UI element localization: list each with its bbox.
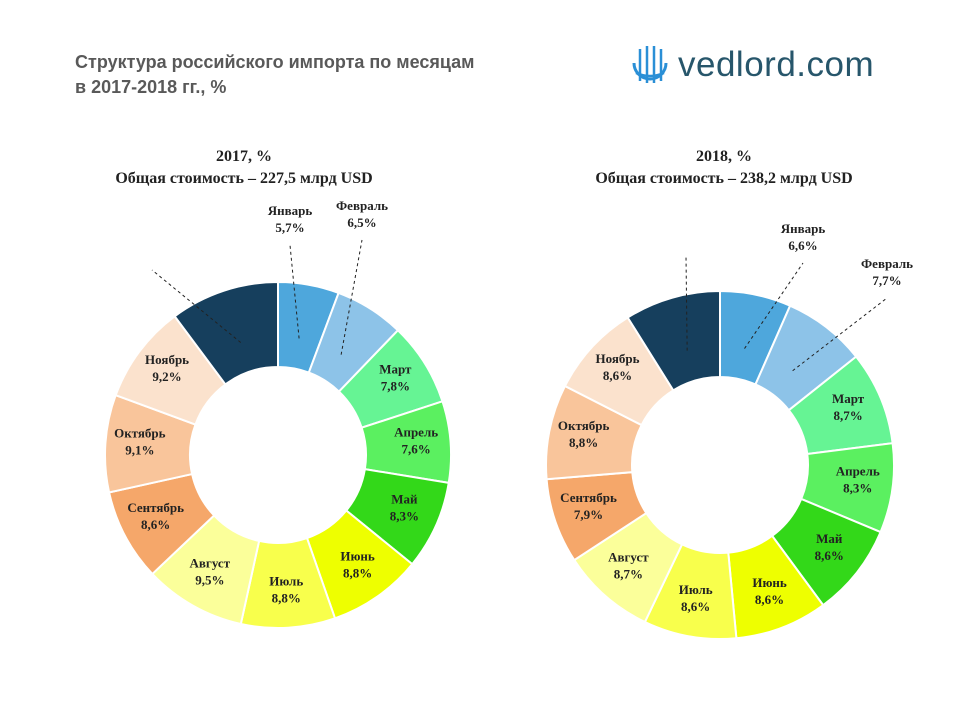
slice-value-label: 8,6%: [603, 368, 632, 383]
slice-value-label: 8,6%: [681, 599, 710, 614]
slice-category-label: Январь: [781, 221, 826, 236]
slice-value-label: 8,3%: [390, 509, 419, 524]
slice-value-label: 7,9%: [574, 507, 603, 522]
slice-category-label: Март: [832, 391, 865, 406]
donut-chart-2017: Январь 5,7% Февраль 6,5% Март 7,8% Апрель 7,6% М…: [104, 198, 452, 629]
chart-2017-subtitle: Общая стоимость – 227,5 млрд USD: [115, 170, 373, 187]
chart-2018-title: 2018, %: [696, 148, 752, 165]
slice-category-label: Сентябрь: [127, 500, 184, 515]
slice-category-label: Август: [190, 556, 231, 571]
page-title-line2: в 2017-2018 гг., %: [75, 77, 227, 97]
slice-value-label: 5,7%: [275, 220, 304, 235]
slice-category-label: Сентябрь: [560, 490, 617, 505]
slice-value-label: 9,1%: [125, 443, 154, 458]
slice-value-label: 8,6%: [755, 592, 784, 607]
slice-value-label: 6,5%: [347, 215, 376, 230]
slice-Декабрь: [626, 289, 721, 392]
slice-value-label: 7,8%: [381, 378, 410, 393]
slice-category-label: Июль: [269, 573, 303, 588]
logo: vedlord.com: [628, 40, 874, 90]
slice-value-label: 8,6%: [815, 548, 844, 563]
slice-value-label: 9,2%: [152, 369, 181, 384]
leader-line-Декабрь: [151, 269, 242, 343]
slice-category-label: Июнь: [340, 548, 375, 563]
slice-value-label: 8,3%: [843, 481, 872, 496]
slice-category-label: Декабрь: [127, 228, 176, 243]
slice-value-label: 8,8%: [343, 565, 372, 580]
slice-category-label: Май: [391, 492, 418, 507]
slice-Декабрь: [173, 280, 279, 386]
slice-category-label: Ноябрь: [145, 352, 189, 367]
slice-value-label: 7,6%: [401, 441, 430, 456]
slice-value-label: 8,8%: [569, 435, 598, 450]
slice-category-label: Декабрь: [661, 214, 710, 229]
slice-category-label: Ноябрь: [595, 351, 639, 366]
slice-category-label: Февраль: [861, 256, 913, 271]
slice-value-label: 10,2%: [134, 245, 170, 260]
slice-value-label: 9,5%: [195, 573, 224, 588]
slice-value-label: 6,6%: [788, 238, 817, 253]
slice-value-label: 8,8%: [272, 590, 301, 605]
chart-2017-title: 2017, %: [216, 148, 272, 165]
globe-icon: [632, 46, 668, 83]
page-title: Структура российского импорта по месяцам…: [75, 50, 595, 100]
leader-line-Февраль: [792, 297, 888, 372]
slice-value-label: 8,6%: [141, 517, 170, 532]
leader-line-Январь: [744, 262, 804, 349]
donut-chart-2018: Январь 6,6% Февраль 7,7% Март 8,7% Апрель 8,3% М…: [545, 214, 913, 640]
slice-value-label: 8,9%: [671, 231, 700, 246]
leader-line-Декабрь: [685, 255, 688, 351]
slice-category-label: Январь: [268, 203, 313, 218]
slice-category-label: Май: [816, 531, 843, 546]
logo-text: vedlord.com: [678, 45, 875, 84]
slice-category-label: Март: [379, 361, 412, 376]
chart-2018-heading: 2018, % Общая стоимость – 238,2 млрд USD: [524, 146, 924, 190]
slice-category-label: Октябрь: [114, 426, 166, 441]
chart-2017-heading: 2017, % Общая стоимость – 227,5 млрд USD: [44, 146, 444, 190]
slice-category-label: Февраль: [336, 198, 388, 213]
slice-category-label: Апрель: [836, 464, 880, 479]
slice-value-label: 8,7%: [614, 567, 643, 582]
slice-value-label: 8,7%: [833, 408, 862, 423]
slice-category-label: Октябрь: [558, 418, 610, 433]
slice-value-label: 7,7%: [872, 273, 901, 288]
slice-category-label: Июнь: [752, 575, 787, 590]
page-title-line1: Структура российского импорта по месяцам: [75, 52, 475, 72]
leader-line-Январь: [289, 244, 300, 339]
chart-2018-subtitle: Общая стоимость – 238,2 млрд USD: [595, 170, 853, 187]
leader-line-Февраль: [340, 239, 363, 355]
slice-category-label: Июль: [679, 582, 713, 597]
slice-category-label: Август: [608, 550, 649, 565]
slice-category-label: Апрель: [394, 424, 438, 439]
